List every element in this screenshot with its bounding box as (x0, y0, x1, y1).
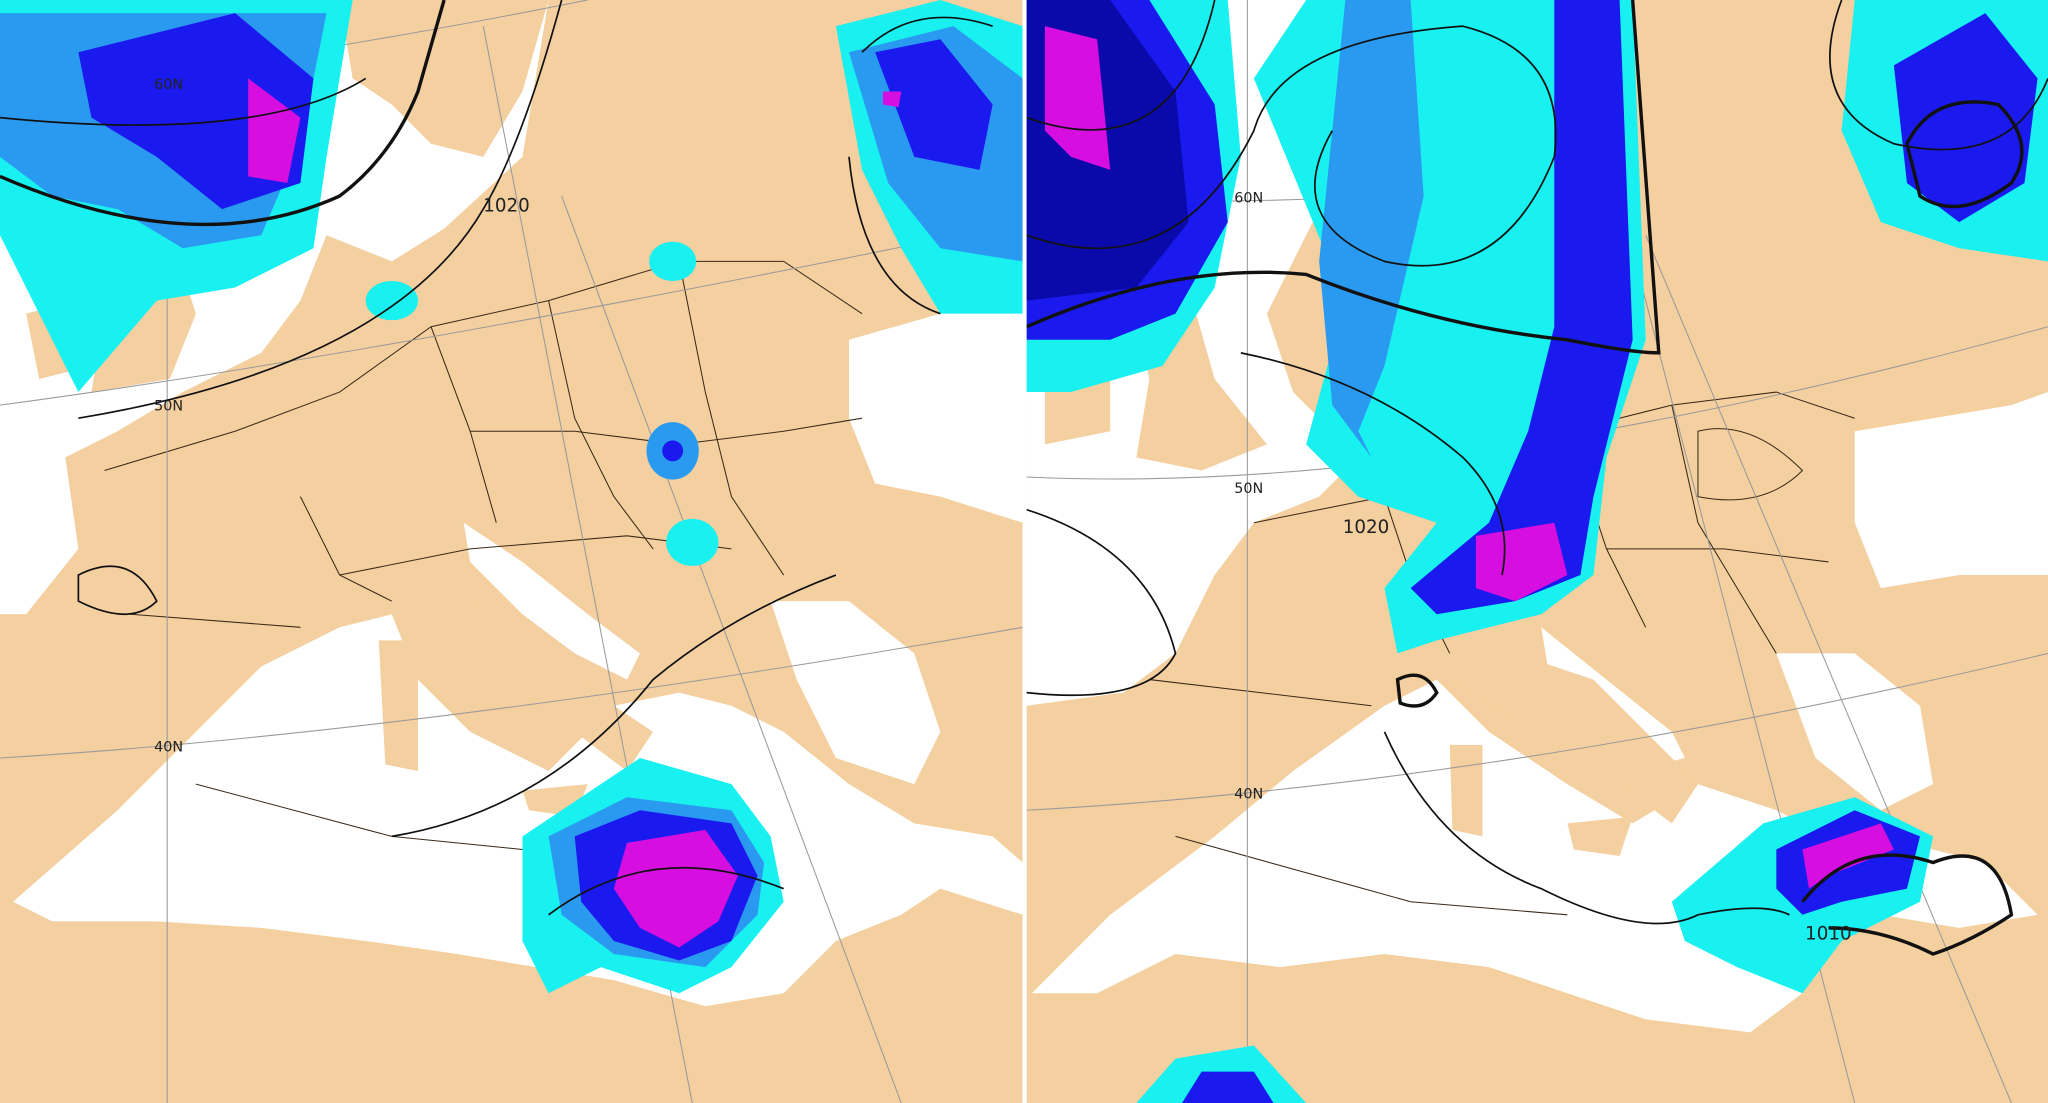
black-sea (1854, 392, 2048, 589)
latitude-label: 60N (154, 77, 183, 93)
latitude-label: 40N (154, 740, 183, 756)
isobar-label: 1020 (483, 195, 530, 216)
latitude-label: 40N (1234, 787, 1263, 803)
italy (1449, 653, 1698, 857)
isobars (1026, 0, 2048, 956)
isobar-label: 1020 (1343, 517, 1390, 538)
precipitation (0, 0, 1023, 994)
latitude-label: 50N (154, 398, 183, 414)
divider (1022, 0, 1027, 1103)
precipitation (1026, 0, 2048, 1103)
latitude-label: 60N (1234, 191, 1263, 207)
isobars (0, 0, 993, 916)
isobar-label: 1010 (1805, 923, 1852, 944)
black-sea (848, 300, 1023, 523)
adriatic (463, 522, 640, 680)
italy (378, 588, 654, 817)
aegean (770, 601, 941, 785)
scandinavia (339, 0, 549, 157)
map-right: 60N 50N 40N 1020 1010 (1026, 0, 2048, 1103)
map-left: 60N 50N 40N 1020 (0, 0, 1023, 1103)
latitude-label: 50N (1234, 481, 1263, 497)
adriatic (1541, 627, 1685, 765)
